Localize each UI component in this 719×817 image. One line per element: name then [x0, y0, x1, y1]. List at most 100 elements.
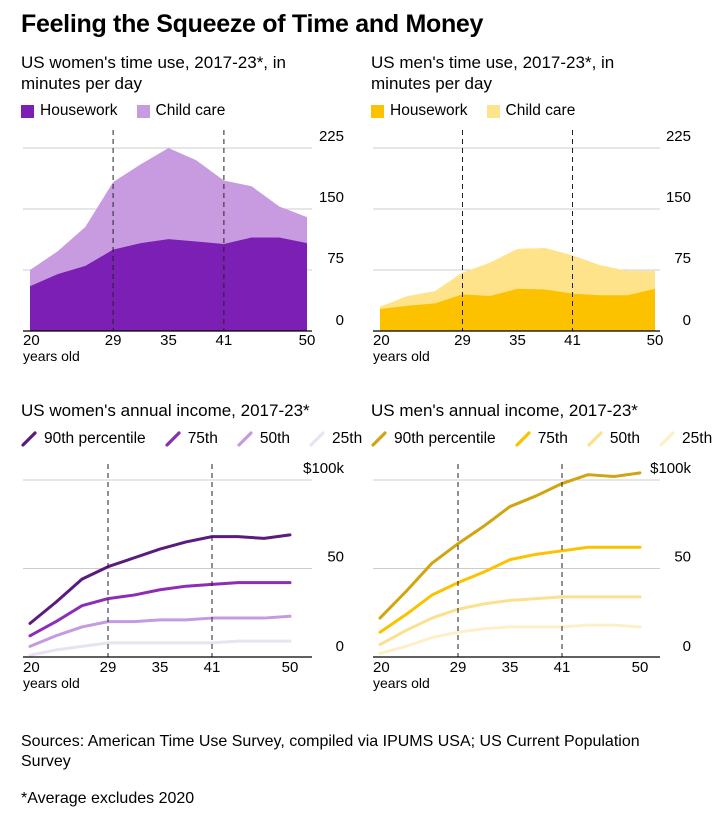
women-income-subtitle: US women's annual income, 2017-23*: [21, 401, 310, 420]
source-note: Sources: American Time Use Survey, compi…: [21, 733, 640, 770]
y-tick-label: 75: [674, 250, 691, 267]
legend-line-icon: [237, 431, 253, 447]
legend-line-icon: [587, 431, 603, 447]
x-axis-unit: years old: [23, 348, 80, 364]
x-tick-label: 20: [373, 659, 390, 676]
legend-label: 90th percentile: [44, 430, 146, 447]
legend-label: 50th: [259, 430, 291, 447]
legend-label: 25th: [332, 430, 363, 447]
x-tick-label: 20: [23, 332, 40, 349]
footnote: *Average excludes 2020: [21, 790, 195, 807]
men-time-subtitle: US men's time use, 2017-23*, in minutes …: [371, 53, 615, 93]
y-tick-label: 0: [683, 638, 691, 655]
men-time-legend: Housework Child care: [371, 102, 594, 120]
legend-label: 25th: [682, 430, 713, 447]
legend-line-icon: [309, 431, 325, 447]
housework-swatch: [371, 104, 384, 118]
series-line-90th-percentile: [378, 471, 642, 620]
legend-item-75th: 75th: [515, 430, 568, 448]
men-income-chart: 0 50 $100k 20 29 35 41 50 years old: [373, 460, 691, 691]
x-tick-label: 29: [454, 332, 471, 349]
y-tick-label: $100k: [303, 460, 344, 477]
men-time-chart: 0 75 150 225 20 29 35 41 50 years old: [373, 128, 691, 364]
y-tick-label: $100k: [650, 460, 691, 477]
y-tick-label: 75: [327, 250, 344, 267]
series-line-25th: [378, 623, 642, 655]
legend-label: Child care: [155, 102, 226, 119]
y-tick-label: 0: [336, 312, 344, 329]
women-income-chart: 0 50 $100k 20 29 35 41 50 years old: [23, 460, 344, 691]
child-care-swatch: [136, 104, 150, 118]
x-tick-label: 50: [647, 332, 664, 349]
women-time-chart: 0 75 150 225 20 29 35 41 50 years old: [23, 128, 344, 364]
x-axis-unit: years old: [373, 675, 430, 691]
legend-item-90th-percentile: 90th percentile: [371, 430, 496, 448]
legend-item-housework: Housework: [371, 102, 468, 120]
y-tick-label: 225: [319, 128, 344, 145]
series-line-25th: [28, 639, 292, 657]
series-line-75th: [28, 581, 292, 638]
legend-label: Child care: [505, 102, 576, 119]
x-tick-label: 50: [299, 332, 316, 349]
legend-item-90th-percentile: 90th percentile: [21, 430, 146, 448]
x-tick-label: 41: [554, 659, 571, 676]
x-tick-label: 29: [105, 332, 122, 349]
housework-area: [30, 237, 307, 331]
legend-line: [515, 431, 531, 447]
legend-line: [165, 431, 181, 447]
x-tick-label: 50: [632, 659, 649, 676]
x-tick-label: 35: [152, 659, 169, 676]
legend-item-25th: 25th: [309, 430, 362, 448]
housework-area: [380, 288, 655, 331]
x-tick-label: 20: [23, 659, 40, 676]
legend-line: [371, 431, 387, 447]
x-tick-label: 35: [509, 332, 526, 349]
y-tick-label: 150: [319, 189, 344, 206]
legend-line-icon: [515, 431, 531, 447]
legend-label: Housework: [390, 102, 468, 119]
series-line-50th: [28, 614, 292, 648]
y-tick-label: 225: [666, 128, 691, 145]
legend-line-icon: [21, 431, 37, 447]
legend-label: 90th percentile: [394, 430, 496, 447]
series-line-75th: [378, 545, 642, 634]
legend-line-icon: [659, 431, 675, 447]
men-income-legend: 90th percentile 75th 50th 25th: [371, 430, 719, 448]
x-tick-label: 35: [502, 659, 519, 676]
women-time-subtitle: US women's time use, 2017-23*, in minute…: [21, 53, 286, 93]
y-tick-label: 0: [683, 312, 691, 329]
legend-item-50th: 50th: [237, 430, 290, 448]
legend-line: [309, 431, 325, 447]
men-income-subtitle: US men's annual income, 2017-23*: [371, 401, 638, 420]
legend-line: [21, 431, 37, 447]
x-axis-unit: years old: [373, 348, 430, 364]
x-tick-label: 41: [204, 659, 221, 676]
legend-line-icon: [165, 431, 181, 447]
legend-item-25th: 25th: [659, 430, 712, 448]
legend-label: 75th: [187, 430, 218, 447]
x-tick-label: 50: [282, 659, 299, 676]
legend-item-child-care: Child care: [136, 102, 226, 120]
x-tick-label: 41: [564, 332, 581, 349]
legend-line: [587, 431, 603, 447]
legend-label: 50th: [609, 430, 641, 447]
legend-item-child-care: Child care: [486, 102, 576, 120]
legend-label: 75th: [537, 430, 568, 447]
series-line-90th-percentile: [28, 533, 292, 625]
x-tick-label: 35: [160, 332, 177, 349]
housework-swatch: [21, 104, 34, 118]
x-tick-label: 20: [373, 332, 390, 349]
legend-label: Housework: [40, 102, 118, 119]
series-line-50th: [378, 595, 642, 647]
women-income-legend: 90th percentile 75th 50th 25th: [21, 430, 381, 448]
y-tick-label: 50: [674, 549, 691, 566]
y-tick-label: 0: [336, 638, 344, 655]
x-tick-label: 29: [450, 659, 467, 676]
legend-item-housework: Housework: [21, 102, 118, 120]
legend-line: [237, 431, 253, 447]
legend-item-75th: 75th: [165, 430, 218, 448]
legend-line: [659, 431, 675, 447]
child-care-swatch: [486, 104, 500, 118]
x-tick-label: 29: [100, 659, 117, 676]
y-tick-label: 50: [327, 549, 344, 566]
